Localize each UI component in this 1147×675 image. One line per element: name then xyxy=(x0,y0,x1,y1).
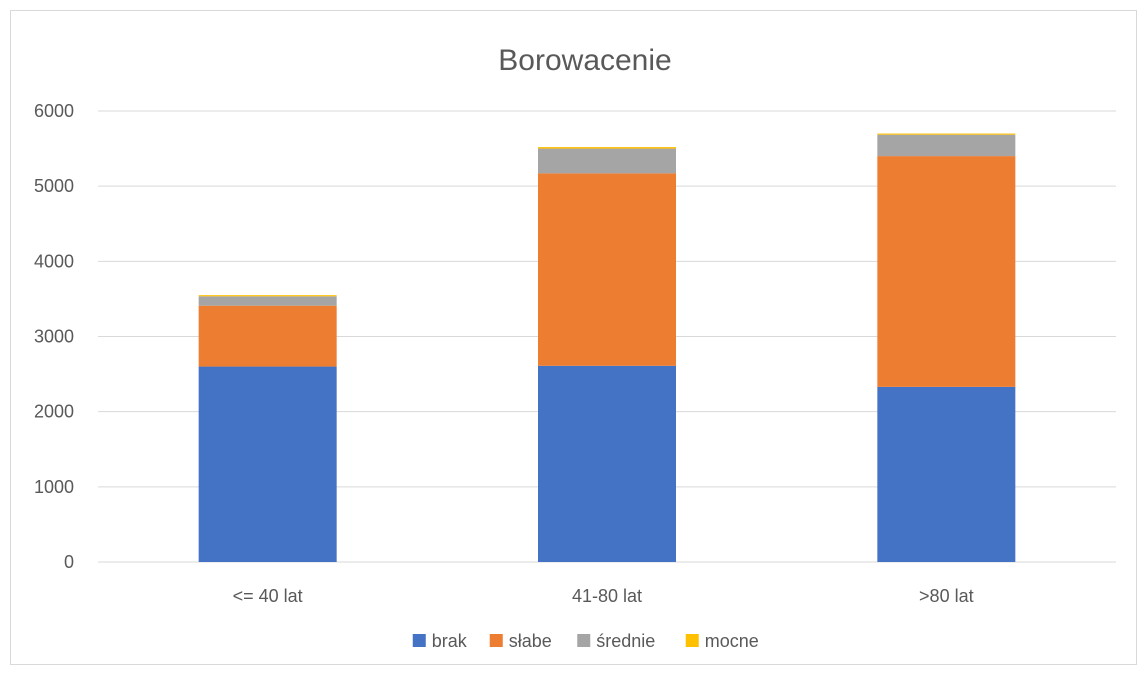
bar-segment-brak xyxy=(877,386,1016,562)
bar-segment-średnie xyxy=(198,296,337,306)
legend-label: mocne xyxy=(705,631,759,651)
bar-segment-mocne xyxy=(198,295,337,297)
y-tick-label: 1000 xyxy=(34,477,74,497)
bar-segment-słabe xyxy=(538,173,676,366)
bar-segment-średnie xyxy=(538,148,676,174)
y-tick-label: 0 xyxy=(64,552,74,572)
y-tick-label: 4000 xyxy=(34,251,74,271)
legend-swatch-średnie xyxy=(577,634,591,647)
bar-segment-słabe xyxy=(877,156,1016,387)
y-tick-label: 5000 xyxy=(34,176,74,196)
bar-segment-słabe xyxy=(198,305,337,367)
legend-swatch-mocne xyxy=(685,634,699,647)
x-tick-label: >80 lat xyxy=(919,586,974,606)
legend-swatch-słabe xyxy=(489,634,503,647)
y-axis-ticks: 0 1000 2000 3000 4000 5000 6000 xyxy=(34,101,74,572)
x-axis-ticks: <= 40 lat 41-80 lat >80 lat xyxy=(233,586,974,606)
x-tick-label: 41-80 lat xyxy=(572,586,642,606)
bars xyxy=(198,133,1016,562)
legend-label: brak xyxy=(432,631,468,651)
y-tick-label: 2000 xyxy=(34,402,74,422)
bar-segment-mocne xyxy=(538,147,676,149)
y-tick-label: 3000 xyxy=(34,327,74,347)
bar-segment-średnie xyxy=(877,134,1016,157)
legend-swatch-brak xyxy=(412,634,426,647)
bar-segment-mocne xyxy=(877,133,1016,135)
bar-segment-brak xyxy=(538,365,676,562)
legend-label: średnie xyxy=(596,631,655,651)
x-tick-label: <= 40 lat xyxy=(233,586,303,606)
legend-label: słabe xyxy=(509,631,552,651)
legend: brak słabe średnie mocne xyxy=(412,631,759,651)
chart-title: Borowacenie xyxy=(498,44,671,77)
bar-segment-brak xyxy=(198,366,337,562)
y-tick-label: 6000 xyxy=(34,101,74,121)
